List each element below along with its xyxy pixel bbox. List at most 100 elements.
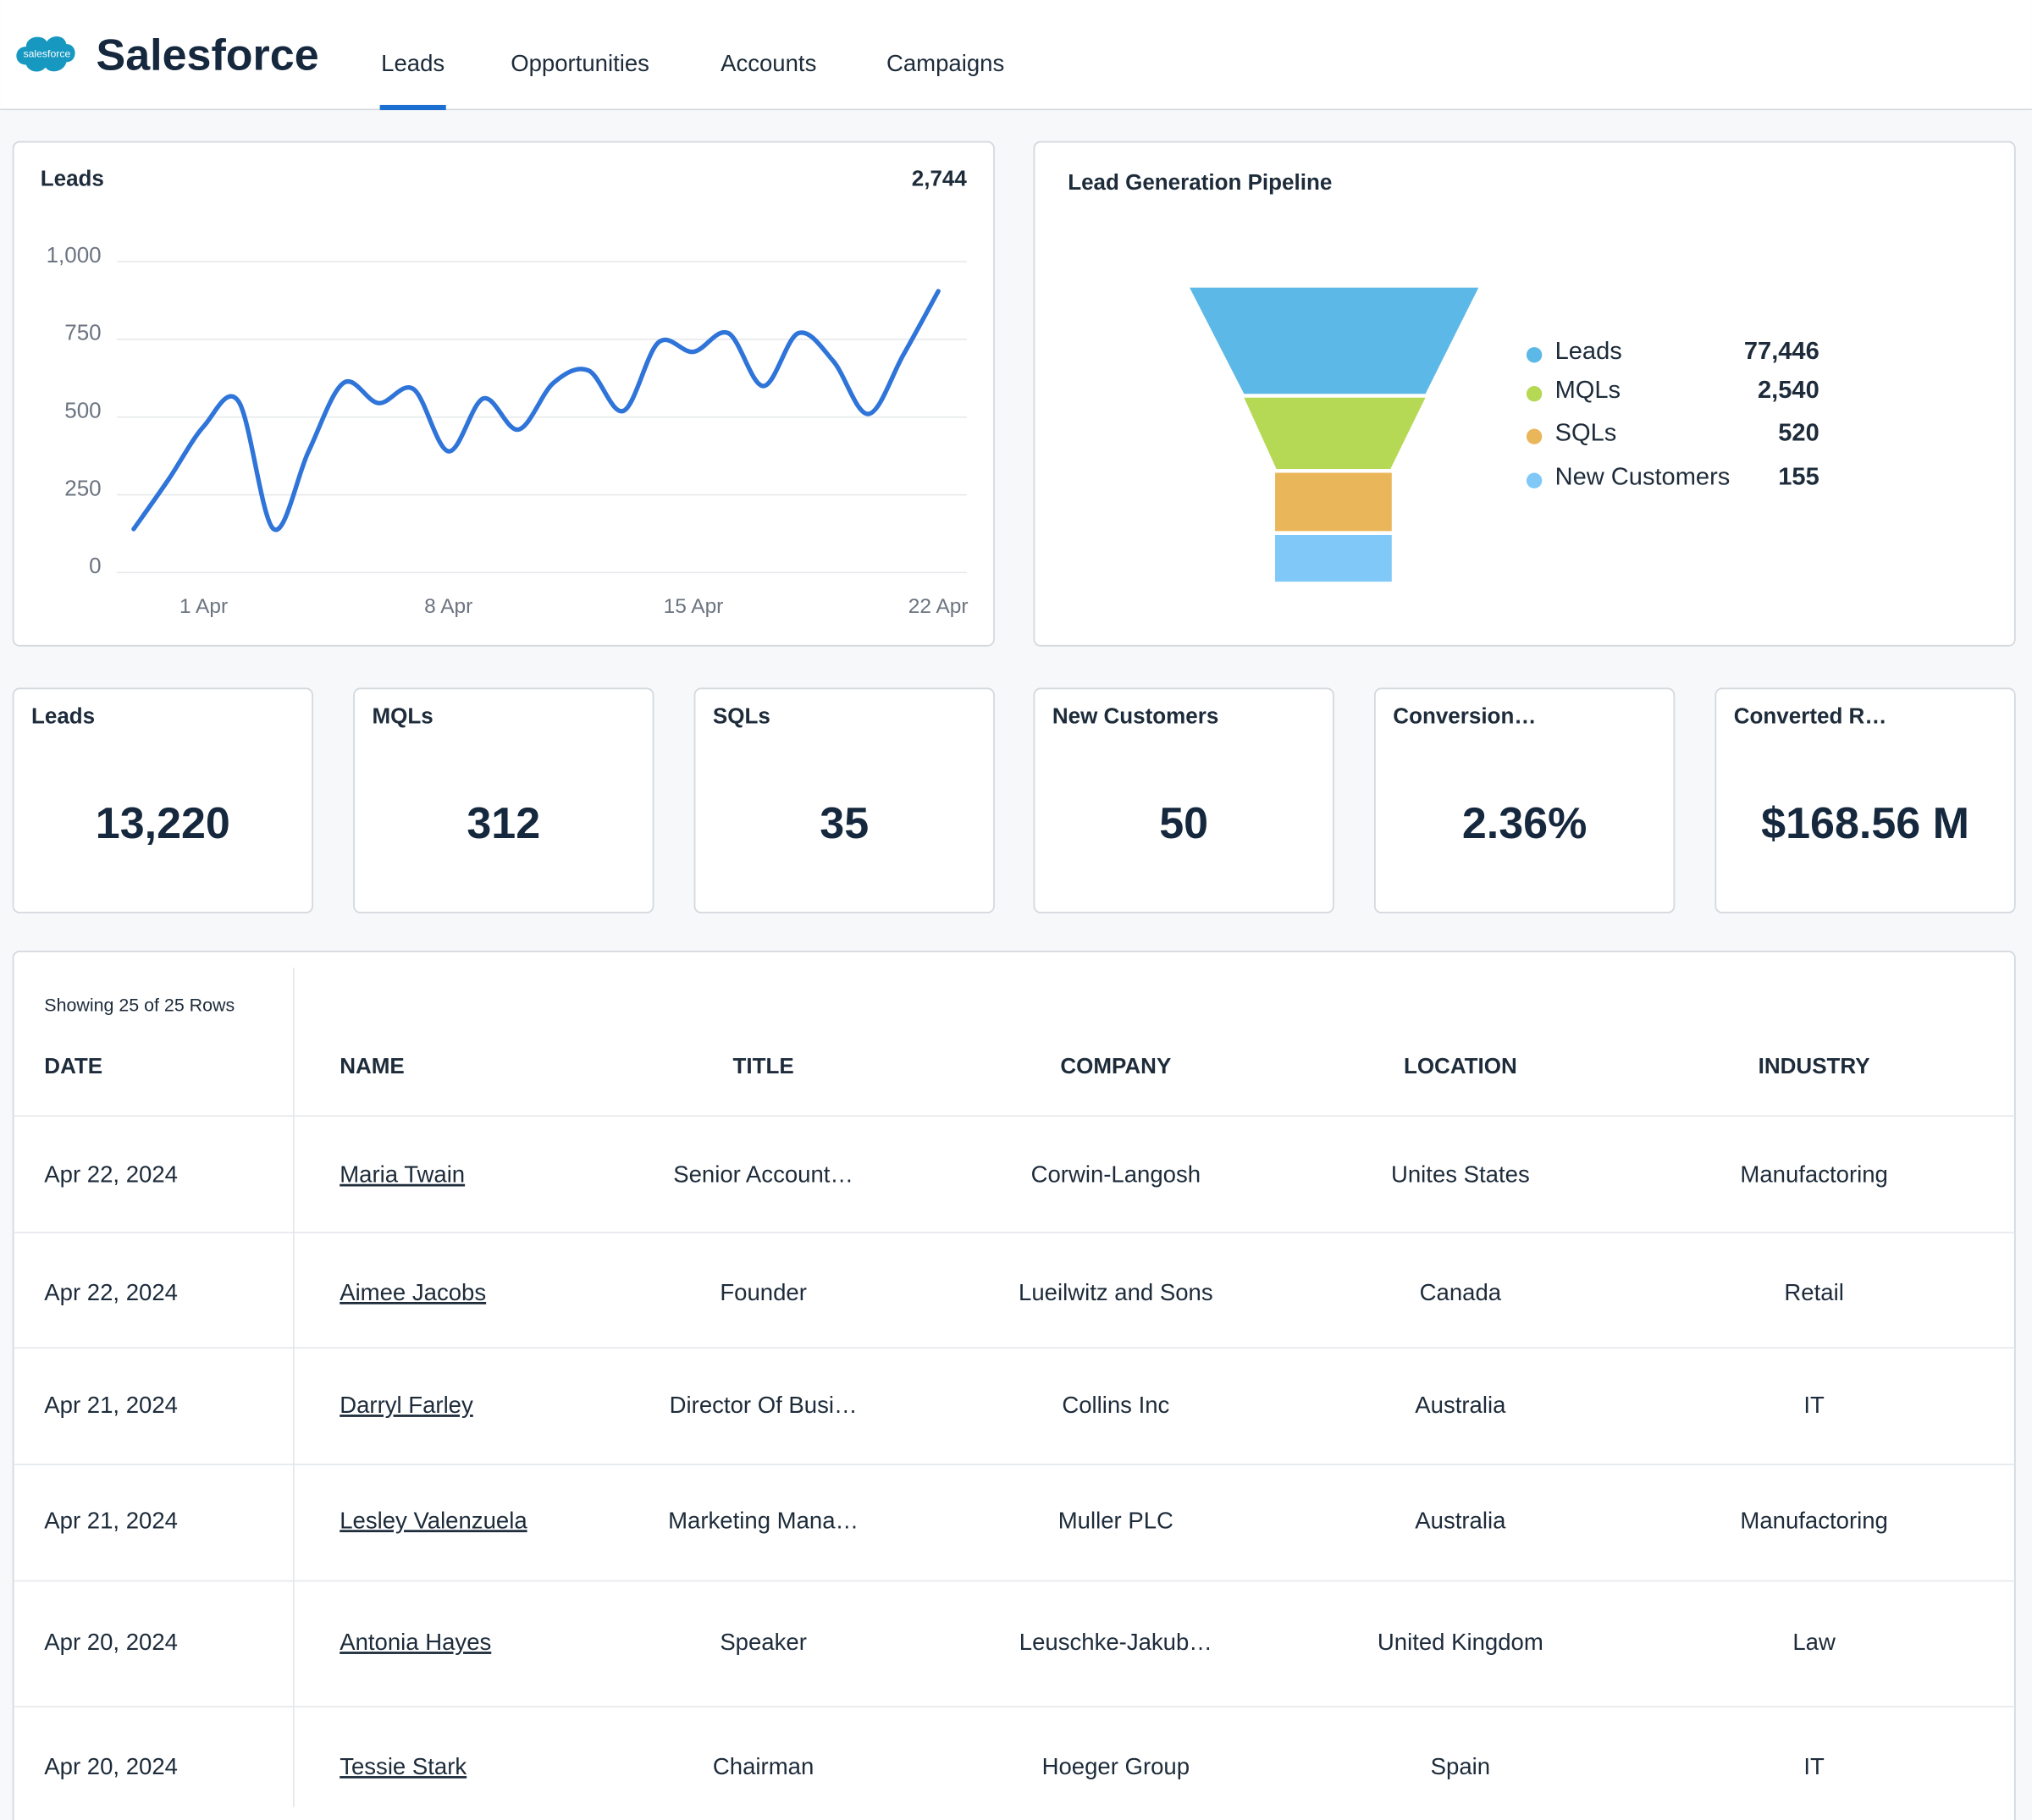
cell: Director Of Busi… xyxy=(670,1392,858,1418)
active-tab-indicator xyxy=(379,104,446,111)
y-tick-label: 1,000 xyxy=(47,242,102,267)
x-tick-label: 1 Apr xyxy=(179,595,228,618)
x-tick-label: 15 Apr xyxy=(664,595,724,618)
column-header: TITLE xyxy=(732,1053,793,1078)
tab[interactable]: Opportunities xyxy=(511,50,649,76)
cell: IT xyxy=(1803,1753,1825,1779)
cell: Apr 22, 2024 xyxy=(44,1161,178,1188)
cell: Chairman xyxy=(713,1753,814,1779)
lead-name-link[interactable]: Maria Twain xyxy=(340,1161,465,1188)
x-tick-label: 8 Apr xyxy=(424,595,472,618)
kpi-tile: Conversion… 2.36% xyxy=(1373,687,1676,913)
column-header: INDUSTRY xyxy=(1759,1053,1870,1078)
lead-name-link[interactable]: Darryl Farley xyxy=(340,1392,473,1418)
cell: Law xyxy=(1792,1629,1836,1655)
cell: Spain xyxy=(1431,1753,1490,1779)
legend-label: Leads xyxy=(1555,338,1622,365)
legend-swatch xyxy=(1526,347,1543,363)
table-caption: Showing 25 of 25 Rows xyxy=(44,995,235,1016)
legend-value: 155 xyxy=(1778,463,1819,490)
y-tick-label: 250 xyxy=(64,475,101,500)
column-header: LOCATION xyxy=(1404,1053,1517,1078)
y-tick-label: 0 xyxy=(89,553,101,578)
x-tick-label: 22 Apr xyxy=(908,595,969,618)
line-chart: 0 250 500 750 1,000 1 Apr 8 Apr 15 Apr 22 Apr xyxy=(47,242,969,618)
chart-total: 2,744 xyxy=(912,166,968,191)
lead-name-link[interactable]: Aimee Jacobs xyxy=(340,1279,486,1305)
lead-name-link[interactable]: Antonia Hayes xyxy=(340,1629,491,1655)
kpi-label: Converted R… xyxy=(1734,703,1887,729)
kpi-card xyxy=(1033,687,1334,913)
logo: salesforce xyxy=(16,36,75,72)
tab[interactable]: Campaigns xyxy=(886,50,1004,76)
legend-swatch xyxy=(1526,472,1543,488)
cell: Muller PLC xyxy=(1058,1507,1173,1533)
kpi-label: New Customers xyxy=(1052,703,1219,729)
kpi-tiles: Leads 13,220 MQLs 312 SQLs 35 New Customers 50 C… xyxy=(12,687,2016,913)
tab[interactable]: Accounts xyxy=(721,50,816,76)
legend-label: New Customers xyxy=(1555,463,1731,490)
cell: Australia xyxy=(1415,1392,1506,1418)
kpi-card xyxy=(12,687,313,913)
cell: Australia xyxy=(1415,1507,1506,1533)
tab[interactable]: Leads xyxy=(381,50,444,76)
y-tick-label: 750 xyxy=(64,320,101,345)
y-tick-label: 500 xyxy=(64,397,101,422)
leads-line xyxy=(131,289,941,532)
cell: Collins Inc xyxy=(1062,1392,1169,1418)
legend-value: 77,446 xyxy=(1744,338,1819,365)
lead-name-link[interactable]: Tessie Stark xyxy=(340,1753,467,1779)
cell: Apr 22, 2024 xyxy=(44,1279,178,1305)
cell: Founder xyxy=(720,1279,807,1305)
funnel-stage xyxy=(1244,397,1426,469)
cell: Lueilwitz and Sons xyxy=(1019,1279,1213,1305)
kpi-label: Leads xyxy=(31,703,95,729)
top-bar xyxy=(0,0,2032,109)
cell: Marketing Mana… xyxy=(668,1507,859,1533)
cell: Apr 21, 2024 xyxy=(44,1392,178,1418)
kpi-tile: New Customers 50 xyxy=(1033,687,1334,913)
kpi-tile: SQLs 35 xyxy=(693,687,995,913)
funnel-chart: Leads 77,446 MQLs 2,540 SQLs 520 New Customers… xyxy=(1190,287,1819,582)
logo-cloud xyxy=(16,36,75,72)
cell: Hoeger Group xyxy=(1042,1753,1190,1779)
funnel-stage xyxy=(1190,287,1479,394)
kpi-card xyxy=(1373,687,1676,913)
brand: Salesforce xyxy=(97,31,319,80)
legend-value: 520 xyxy=(1778,419,1819,446)
legend-label: SQLs xyxy=(1555,419,1617,446)
cell: Apr 21, 2024 xyxy=(44,1507,178,1533)
legend-label: MQLs xyxy=(1555,377,1621,404)
cell: Corwin-Langosh xyxy=(1031,1161,1201,1188)
kpi-value: 2.36% xyxy=(1462,799,1587,848)
cell: Leuschke-Jakub… xyxy=(1019,1629,1212,1655)
leads-chart-card xyxy=(12,141,995,647)
kpi-value: 312 xyxy=(467,799,540,848)
legend-value: 2,540 xyxy=(1758,377,1819,404)
tabs: Leads Opportunities Accounts Campaigns xyxy=(379,50,1004,111)
kpi-tile: Converted R… $168.56 M xyxy=(1714,687,2016,913)
kpi-card xyxy=(693,687,995,913)
legend-swatch xyxy=(1526,428,1543,444)
kpi-label: SQLs xyxy=(713,703,770,729)
column-header: DATE xyxy=(44,1053,102,1078)
chart-title: Leads xyxy=(41,166,104,191)
kpi-tile: Leads 13,220 xyxy=(12,687,313,913)
cell: United Kingdom xyxy=(1378,1629,1543,1655)
cell: Retail xyxy=(1784,1279,1843,1305)
funnel-stage xyxy=(1275,534,1392,582)
lead-name-link[interactable]: Lesley Valenzuela xyxy=(340,1507,527,1533)
column-header: COMPANY xyxy=(1060,1053,1171,1078)
funnel-title: Lead Generation Pipeline xyxy=(1068,169,1332,195)
cell: Apr 20, 2024 xyxy=(44,1753,178,1779)
kpi-card xyxy=(353,687,654,913)
leads-table: DATE NAME TITLE COMPANY LOCATION INDUSTRY Apr … xyxy=(13,1053,2015,1779)
cell: Senior Account… xyxy=(673,1161,853,1188)
legend-swatch xyxy=(1526,386,1543,402)
kpi-label: Conversion… xyxy=(1393,703,1536,729)
kpi-card xyxy=(1714,687,2016,913)
funnel-card xyxy=(1033,141,2016,647)
kpi-value: 13,220 xyxy=(96,799,230,848)
